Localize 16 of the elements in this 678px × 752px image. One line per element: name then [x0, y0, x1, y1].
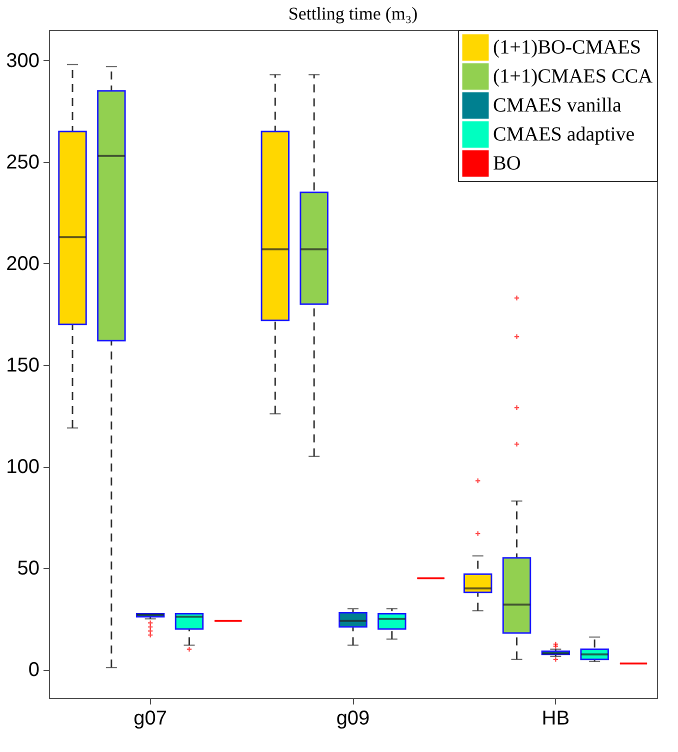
y-tick-label: 150: [6, 354, 40, 377]
y-tick-label: 100: [6, 456, 40, 478]
y-tick-label: 0: [28, 659, 40, 682]
legend-label: CMAES adaptive: [493, 124, 635, 146]
x-tick-label: g07: [134, 708, 168, 730]
x-tick-label: g09: [336, 708, 370, 730]
legend-label: (1+1)CMAES CCA: [493, 66, 654, 88]
legend-label: BO: [493, 152, 521, 174]
legend-label: (1+1)BO-CMAES: [493, 36, 641, 58]
x-tick-label: HB: [542, 708, 570, 730]
chart-title: Settling time (m₃): [288, 4, 418, 24]
y-tick-label: 200: [6, 252, 40, 275]
legend-label: CMAES vanilla: [493, 94, 622, 116]
y-tick-label: 250: [6, 151, 40, 174]
y-tick-label: 300: [6, 50, 40, 72]
y-tick-label: 50: [17, 558, 40, 580]
